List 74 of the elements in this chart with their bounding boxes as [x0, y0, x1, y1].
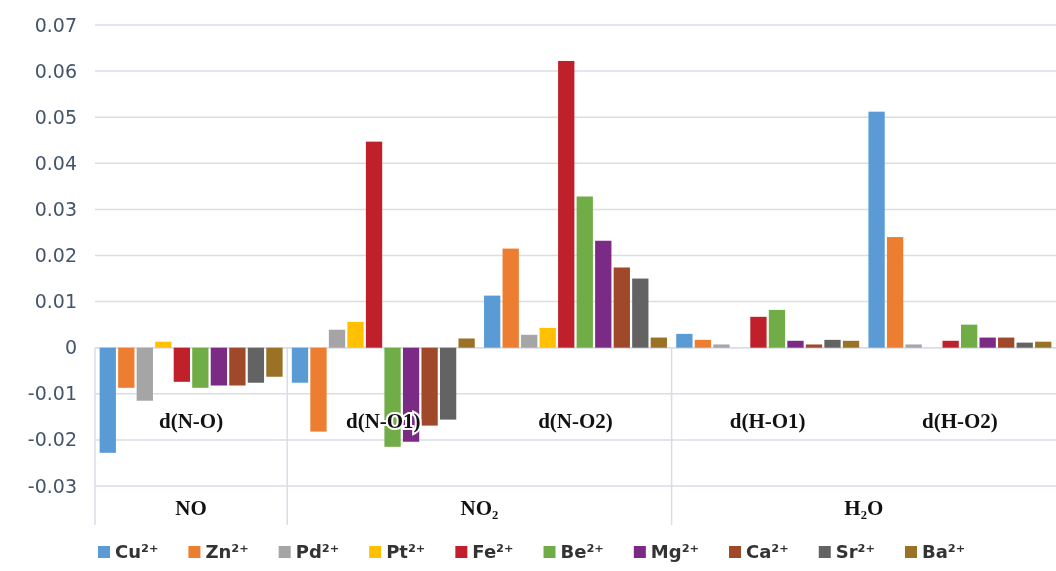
legend-label: Fe²⁺ — [472, 541, 514, 562]
legend-label: Be²⁺ — [560, 541, 604, 562]
y-tick-label: 0.07 — [34, 13, 77, 36]
bar — [632, 278, 649, 348]
text: NO₂ — [460, 496, 499, 520]
bar — [1035, 341, 1052, 348]
bar — [247, 347, 265, 383]
x-tick-label: d(H-O2) — [921, 408, 998, 433]
bar — [768, 309, 786, 348]
legend-label: Ba²⁺ — [922, 541, 966, 562]
bar — [979, 337, 996, 348]
bar — [421, 347, 438, 426]
bar — [266, 347, 283, 377]
bar — [291, 347, 309, 383]
bar — [310, 347, 327, 432]
y-tick-label: 0.05 — [34, 105, 77, 128]
y-tick-label: 0.03 — [34, 197, 77, 220]
y-tick-label: 0.06 — [34, 59, 77, 82]
bar — [155, 341, 172, 348]
y-tick-label: 0.01 — [34, 290, 77, 313]
legend-label: Mg²⁺ — [650, 541, 700, 562]
y-tick-label: -0.02 — [27, 428, 77, 451]
legend-label: Pt²⁺ — [386, 541, 426, 562]
legend-label: Ca²⁺ — [746, 541, 789, 562]
y-tick-label: 0.02 — [34, 244, 77, 267]
text: NO — [175, 496, 207, 520]
bar — [595, 240, 612, 348]
text: H₂O — [844, 496, 884, 520]
bar — [576, 196, 593, 348]
bar — [942, 340, 959, 348]
bar — [842, 340, 860, 348]
bar — [99, 347, 116, 453]
bar — [886, 237, 904, 348]
bar — [210, 347, 228, 386]
x-tick-label: d(N-O) — [159, 408, 224, 433]
bar — [458, 338, 475, 348]
bar — [868, 111, 885, 348]
bar — [961, 324, 978, 348]
legend-label: Zn²⁺ — [205, 541, 249, 562]
x-tick-label: d(H-O1) — [729, 408, 806, 433]
bar — [484, 295, 501, 348]
bar — [539, 327, 556, 348]
bar — [118, 347, 135, 388]
bar — [750, 316, 767, 348]
bar — [136, 347, 153, 401]
bar — [1016, 342, 1033, 348]
legend-label: Cu²⁺ — [115, 541, 159, 562]
bar — [521, 334, 538, 348]
bar — [347, 321, 364, 348]
bar — [613, 267, 630, 348]
bar — [676, 333, 693, 348]
bar — [824, 339, 841, 348]
bar — [439, 347, 457, 420]
bar — [694, 339, 712, 348]
bar — [787, 340, 804, 348]
y-tick-label: 0.04 — [34, 151, 77, 174]
bar — [713, 344, 730, 348]
bar — [192, 347, 209, 388]
bar — [173, 347, 190, 382]
bar — [229, 347, 246, 386]
legend-label: Pd²⁺ — [295, 541, 340, 562]
bar — [650, 337, 667, 348]
legend-label: Sr²⁺ — [835, 541, 875, 562]
bar — [328, 329, 346, 348]
x-tick-label: d(N-O2) — [538, 408, 613, 433]
y-tick-label: -0.01 — [27, 382, 77, 405]
y-tick-label: -0.03 — [27, 474, 77, 497]
bar — [365, 141, 383, 348]
bar — [558, 60, 575, 348]
bar — [805, 344, 823, 348]
bar — [998, 337, 1015, 348]
bar — [502, 248, 519, 348]
y-tick-label: 0 — [64, 336, 77, 359]
bar — [905, 344, 922, 348]
